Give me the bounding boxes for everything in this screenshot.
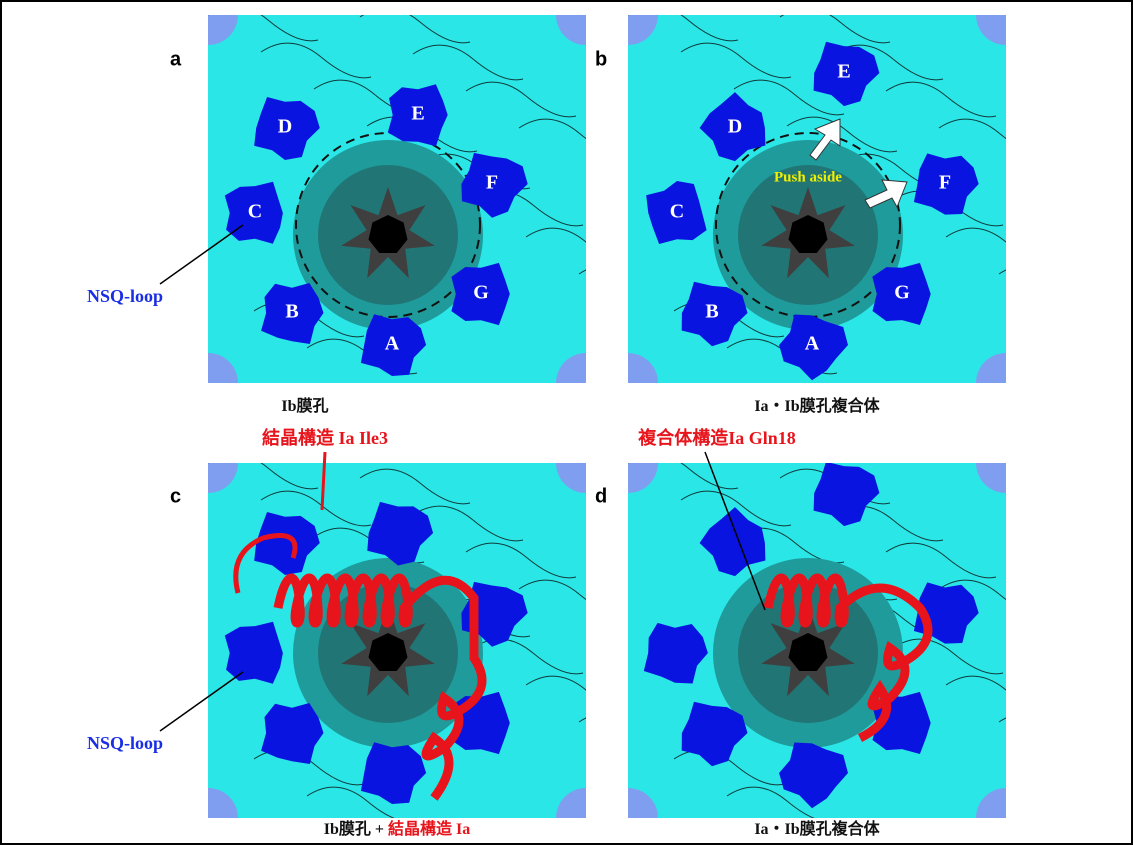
annotation: 結晶構造 Ia Ile3 — [262, 427, 388, 448]
loop-label: E — [411, 103, 424, 125]
callout: NSQ-loop — [87, 286, 163, 306]
caption: Ia・Ib膜孔複合体 — [754, 396, 880, 415]
panel-letter: a — [170, 48, 182, 70]
caption-part: Ia・Ib膜孔複合体 — [754, 819, 880, 838]
caption: Ib膜孔 — [281, 397, 328, 415]
loop-label: E — [837, 61, 850, 83]
caption: Ia・Ib膜孔複合体 — [754, 819, 880, 838]
nsq-loop — [225, 622, 283, 684]
callout: NSQ-loop — [87, 733, 163, 753]
loop-label: G — [473, 282, 489, 304]
caption-part: 結晶構造 Ia — [388, 819, 470, 838]
loop-label: B — [705, 301, 718, 323]
annotation: 複合体構造Ia Gln18 — [637, 427, 796, 448]
loop-label: F — [939, 172, 951, 194]
loop-label: A — [805, 333, 820, 355]
caption-part: Ib膜孔 — [281, 397, 328, 415]
caption-part: Ia・Ib膜孔複合体 — [754, 396, 880, 415]
loop-label: D — [728, 116, 742, 138]
loop-label: A — [385, 333, 400, 355]
figure: D E F G A B Ca Ib膜孔 NSQ-loop D E F G A B Cb Ia・Ib膜孔複合体 Pu… — [0, 0, 1133, 845]
loop-label: C — [248, 201, 262, 223]
annotation: Push aside — [774, 169, 842, 185]
loop-label: B — [285, 301, 298, 323]
panel-letter: c — [170, 485, 181, 507]
caption-part: Ib膜孔 + — [324, 820, 388, 838]
loop-label: C — [670, 201, 684, 223]
caption: Ib膜孔 + 結晶構造 Ia — [324, 819, 470, 838]
panel-letter: d — [595, 485, 607, 507]
panel-letter: b — [595, 48, 607, 70]
loop-label: D — [278, 116, 292, 138]
loop-label: G — [894, 282, 910, 304]
loop-label: F — [486, 172, 498, 194]
